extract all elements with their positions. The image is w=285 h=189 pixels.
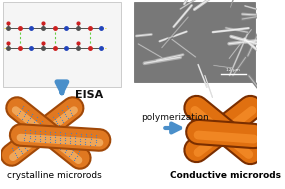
Text: Conductive microrods: Conductive microrods <box>170 170 281 180</box>
Text: EISA: EISA <box>75 90 104 100</box>
Bar <box>3 2 121 87</box>
Text: polymerization: polymerization <box>141 114 209 122</box>
Text: crystalline microrods: crystalline microrods <box>7 170 102 180</box>
Bar <box>134 2 255 82</box>
Text: 12 µm: 12 µm <box>226 68 240 72</box>
